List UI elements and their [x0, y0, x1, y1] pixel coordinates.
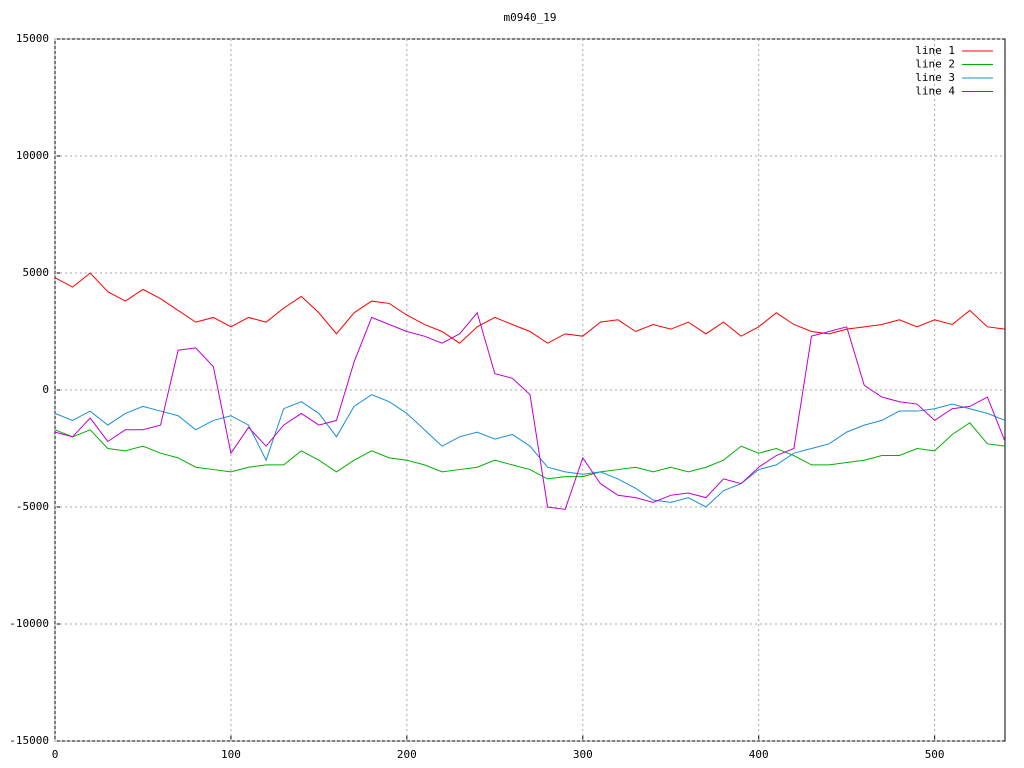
- y-tick-label: 5000: [23, 266, 50, 279]
- data-line: [54, 422, 1006, 480]
- y-tick-label: -15000: [9, 734, 49, 747]
- x-tick-label: 500: [925, 748, 945, 761]
- y-tick-label: -5000: [16, 500, 49, 513]
- legend-label: line 4: [915, 85, 955, 98]
- data-line: [54, 394, 1006, 508]
- x-tick-label: 100: [221, 748, 241, 761]
- legend-label: line 2: [915, 58, 955, 71]
- legend-label: line 1: [915, 44, 955, 57]
- data-line: [54, 311, 1006, 510]
- data-line: [54, 272, 1006, 344]
- x-tick-label: 300: [573, 748, 593, 761]
- y-tick-label: 10000: [16, 149, 49, 162]
- x-tick-label: 400: [749, 748, 769, 761]
- x-tick-label: 200: [397, 748, 417, 761]
- x-tick-label: 0: [52, 748, 59, 761]
- y-tick-label: 15000: [16, 32, 49, 45]
- legend-label: line 3: [915, 71, 955, 84]
- y-tick-label: -10000: [9, 617, 49, 630]
- y-tick-label: 0: [42, 383, 49, 396]
- chart-title: m0940_19: [504, 11, 557, 24]
